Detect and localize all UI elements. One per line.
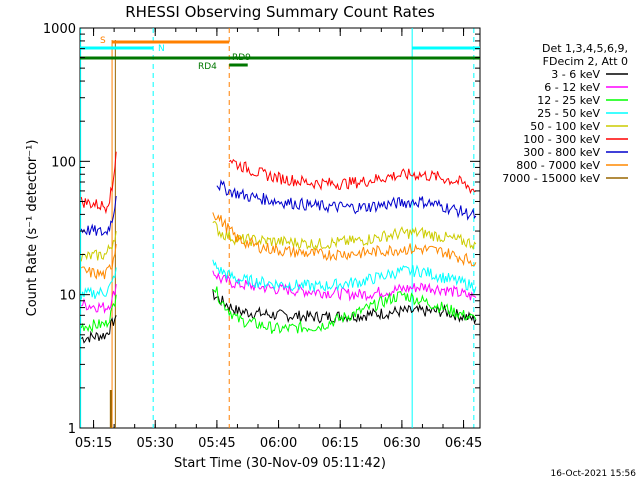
legend-label: 12 - 25 keV	[537, 94, 600, 107]
plot-frame	[79, 27, 481, 429]
x-axis-label: Start Time (30-Nov-09 05:11:42)	[174, 456, 386, 471]
chart-title: RHESSI Observing Summary Count Rates	[125, 3, 435, 21]
legend-label: 3 - 6 keV	[551, 68, 600, 81]
y-tick-label: 1000	[43, 22, 76, 37]
legend-header-line-2: FDecim 2, Att 0	[543, 55, 628, 68]
legend-label: 6 - 12 keV	[544, 81, 600, 94]
series-line	[81, 284, 117, 315]
state-label-rd9: RD9	[232, 53, 251, 63]
x-tick-label: 05:15	[75, 436, 112, 451]
series-line	[212, 212, 477, 267]
state-label-rd4: RD4	[198, 62, 217, 72]
state-label-s: S	[100, 36, 106, 46]
series-line	[212, 221, 477, 251]
state-label-n: N	[158, 44, 165, 54]
series-line	[80, 315, 117, 344]
y-axis-label: Count Rate (s⁻¹ detector⁻¹)	[25, 140, 40, 317]
x-tick-label: 06:30	[383, 436, 420, 451]
x-tick-label: 05:30	[136, 436, 173, 451]
series-line	[80, 294, 117, 333]
x-tick-label: 06:45	[445, 436, 482, 451]
legend-header-line-1: Det 1,3,4,5,6,9,	[542, 42, 628, 55]
x-tick-label: 06:15	[321, 436, 358, 451]
y-tick-label: 1	[68, 422, 76, 437]
legend-label: 25 - 50 keV	[537, 107, 600, 120]
plot-layer: S N RD9 RD4	[80, 28, 480, 428]
series-line	[228, 158, 477, 195]
legend: Det 1,3,4,5,6,9, FDecim 2, Att 0 3 - 6 k…	[502, 42, 628, 185]
series-line	[80, 243, 117, 280]
series-line	[212, 286, 477, 334]
legend-label: 800 - 7000 keV	[516, 159, 600, 172]
series-line	[80, 267, 117, 300]
legend-label: 300 - 800 keV	[523, 146, 600, 159]
series-line	[80, 195, 117, 236]
legend-label: 50 - 100 keV	[530, 120, 600, 133]
series-line	[80, 151, 117, 215]
series-line	[80, 231, 117, 262]
axis-ticks: 1 10 100 1000 05:15 05:30 05:45 06:00 06:15 06:30…	[43, 22, 482, 451]
x-tick-label: 06:00	[260, 436, 297, 451]
series-line	[212, 259, 477, 294]
y-tick-label: 10	[59, 289, 76, 304]
series-line	[216, 179, 477, 221]
legend-label: 7000 - 15000 keV	[502, 172, 600, 185]
legend-label: 100 - 300 keV	[523, 133, 600, 146]
footer-timestamp: 16-Oct-2021 15:56	[551, 469, 637, 479]
x-tick-label: 05:45	[198, 436, 235, 451]
y-tick-label: 100	[51, 155, 76, 170]
